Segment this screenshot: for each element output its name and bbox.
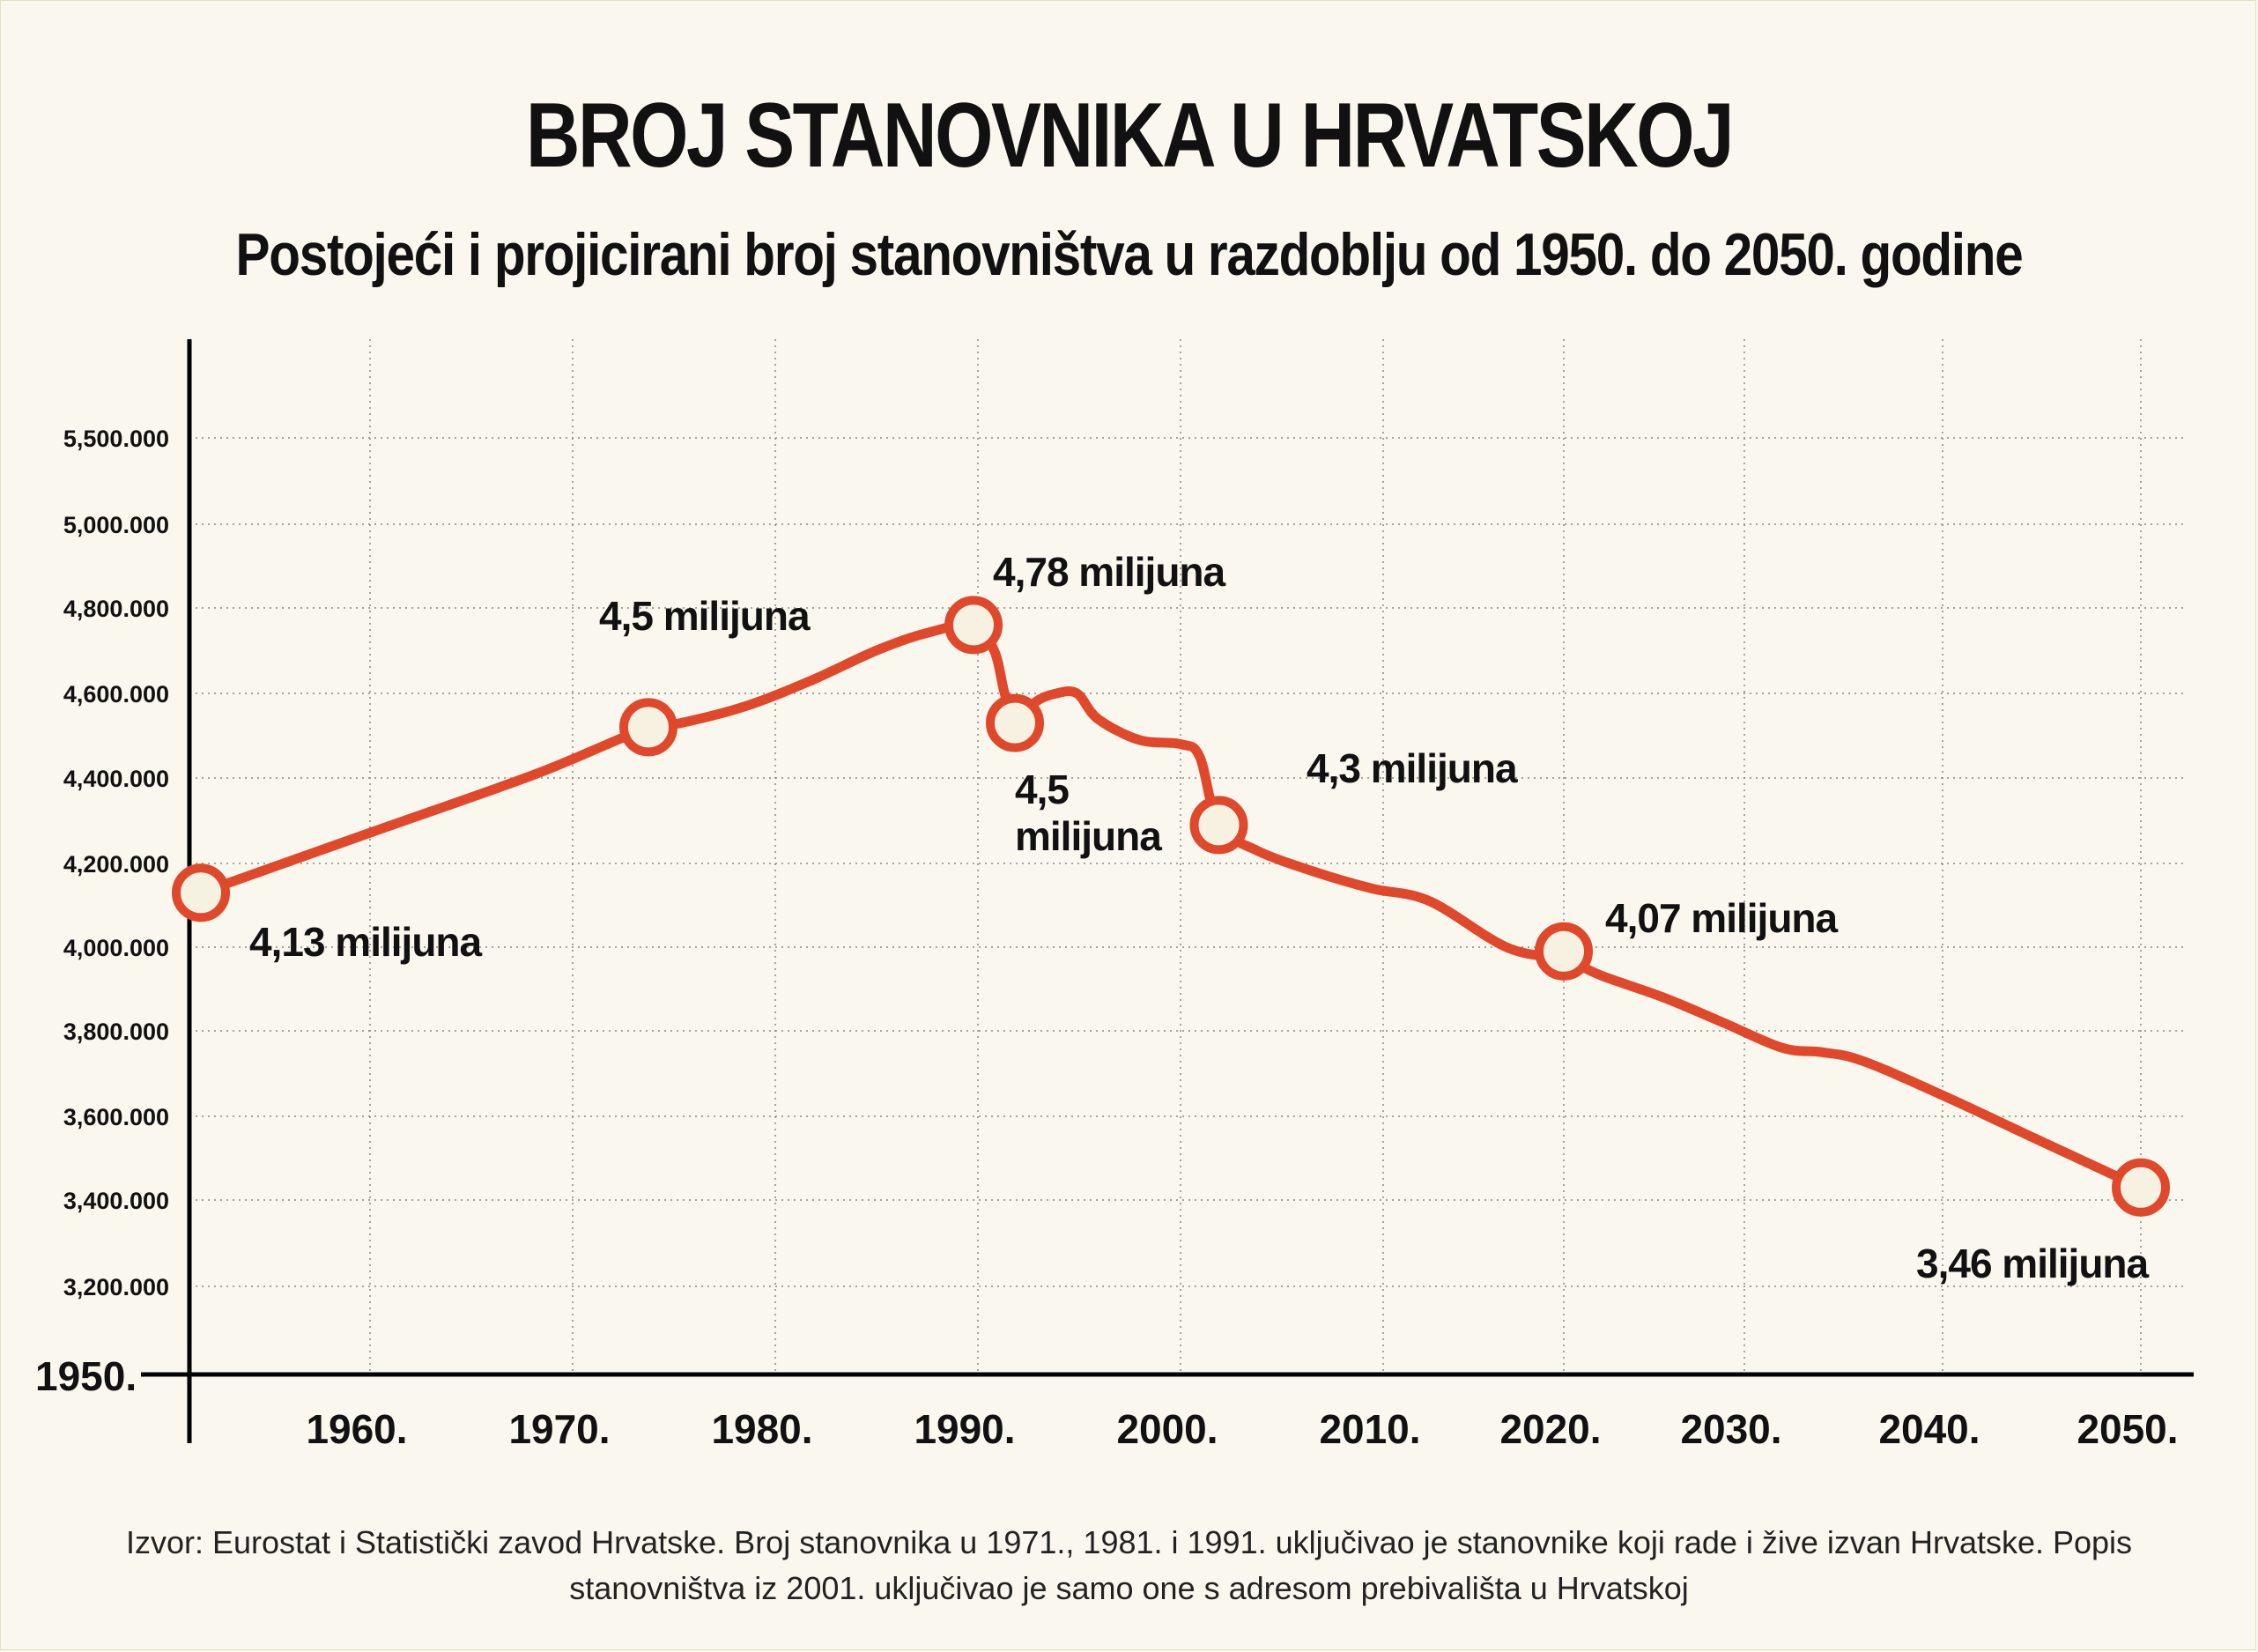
x-tick-label: 1990.: [914, 1406, 1015, 1452]
label-2050: 3,46 milijuna: [1916, 1241, 2150, 1286]
data-point-marker: [619, 698, 677, 757]
label-2003: 4,3 milijuna: [1307, 745, 1518, 791]
y-tick-labels: 3,200.000 3,400.000 3,600.000 3,800.000 4,00…: [63, 426, 169, 1300]
chart-title: BROJ STANOVNIKA U HRVATSKOJ: [525, 85, 1735, 187]
y-tick-label: 3,200.000: [63, 1274, 169, 1300]
y-tick-label: 4,400.000: [63, 766, 169, 792]
data-markers: [172, 596, 2170, 1217]
x-tick-label: 2000.: [1116, 1406, 1218, 1452]
series-line: [196, 619, 2146, 1193]
y-tick-label: 3,800.000: [63, 1019, 169, 1045]
y-tick-label: 3,600.000: [63, 1104, 169, 1130]
data-point-marker: [1189, 796, 1248, 855]
x-tick-label: 2040.: [1878, 1406, 1980, 1452]
chart-subtitle: Postojeći i projicirani broj stanovništv…: [235, 221, 2024, 288]
y-tick-label: 4,600.000: [63, 681, 169, 707]
x-tick-labels: 1960. 1970. 1980. 1990. 2000. 2010. 2020. 2030.…: [306, 1406, 2178, 1452]
data-point-marker: [172, 863, 230, 922]
y-tick-label: 5,000.000: [63, 512, 169, 538]
x-tick-label: 2030.: [1680, 1406, 1781, 1452]
x-tick-label: 1970.: [508, 1406, 610, 1452]
data-point-marker: [2112, 1158, 2170, 1217]
data-point-marker: [986, 693, 1044, 752]
y-tick-label: 5,500.000: [63, 426, 169, 452]
label-1993-line2: milijuna: [1015, 813, 1162, 859]
grid-lines: [189, 339, 2185, 1374]
label-1991: 4,78 milijuna: [993, 549, 1226, 595]
y-tick-label: 4,800.000: [63, 596, 169, 622]
x-tick-label: 1980.: [711, 1406, 812, 1452]
label-1971: 4,5 milijuna: [599, 593, 811, 639]
y-tick-label: 3,400.000: [63, 1188, 169, 1214]
data-point-marker: [1535, 922, 1593, 981]
source-note: Izvor: Eurostat i Statistički zavod Hrva…: [125, 1524, 2133, 1606]
y-tick-label: 4,200.000: [63, 851, 169, 878]
axes: [141, 339, 2194, 1443]
data-point-marker: [944, 596, 1003, 655]
y-tick-label: 4,000.000: [63, 935, 169, 961]
x-tick-label: 2050.: [2077, 1406, 2178, 1452]
label-1993-line1: 4,5: [1015, 767, 1069, 812]
x-tick-label: 2020.: [1499, 1406, 1601, 1452]
label-2021: 4,07 milijuna: [1605, 895, 1839, 941]
x-tick-label: 2010.: [1319, 1406, 1420, 1452]
label-1951: 4,13 milijuna: [249, 919, 483, 965]
data-labels: 4,13 milijuna 4,5 milijuna 4,78 milijuna…: [249, 549, 2151, 1286]
x-tick-label: 1960.: [306, 1406, 407, 1452]
x-origin-label: 1950.: [35, 1353, 137, 1399]
